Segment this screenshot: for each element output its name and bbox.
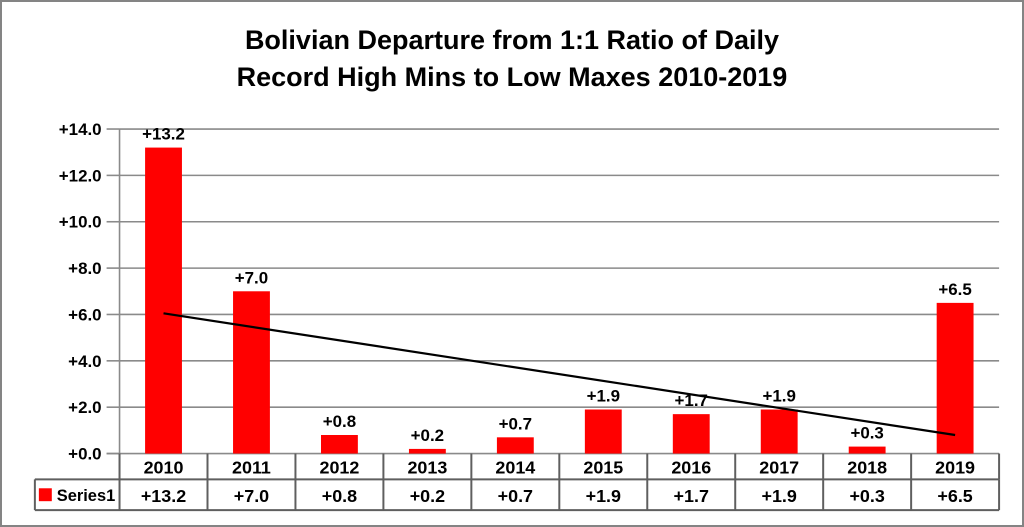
chart-title-line2: Record High Mins to Low Maxes 2010-2019 [236,62,788,92]
bar-label-2017: +1.9 [762,387,795,406]
bar-2011 [233,291,270,454]
bar-2016 [672,414,710,454]
bar-2017 [760,409,798,454]
bar-2014 [496,437,534,454]
bar-label-2015: +1.9 [587,387,620,406]
table-year-cell: 2016 [671,457,711,477]
table-value-cell: +0.7 [498,486,533,506]
y-tick-label: +8.0 [68,259,101,278]
table-value-cell: +1.7 [674,486,709,506]
y-tick-label: +2.0 [68,398,101,417]
chart-title-line1: Bolivian Departure from 1:1 Ratio of Dai… [244,25,780,55]
table-year-cell: 2014 [495,457,535,477]
table-year-cell: 2013 [407,457,447,477]
table-value-cell: +1.9 [762,486,797,506]
y-tick-label: +4.0 [68,352,101,371]
y-tick-label: +12.0 [59,166,102,185]
bar-label-2010: +13.2 [142,125,185,144]
table-year-cell: 2012 [320,457,360,477]
bar-2018 [848,446,886,454]
bar-label-2012: +0.8 [323,412,356,431]
bar-2015 [584,409,622,454]
bar-2019 [936,302,974,454]
table-year-cell: 2010 [144,457,184,477]
table-year-cell: 2018 [847,457,887,477]
table-value-cell: +7.0 [234,486,269,506]
y-tick-label: +6.0 [68,305,101,324]
bar-label-2014: +0.7 [499,414,532,433]
table-value-cell: +0.3 [849,486,884,506]
y-tick-label: +14.0 [59,120,102,139]
legend-label: Series1 [57,487,115,505]
bar-label-2011: +7.0 [235,268,268,287]
bar-2013 [408,448,446,454]
table-value-cell: +1.9 [586,486,621,506]
y-tick-label: +0.0 [68,445,101,464]
table-value-cell: +0.8 [322,486,357,506]
table-year-cell: 2011 [232,457,271,477]
table-value-cell: +13.2 [141,486,186,506]
trendline [163,312,956,437]
table-value-cell: +0.2 [410,486,445,506]
chart-title: Bolivian Departure from 1:1 Ratio of Dai… [2,22,1022,96]
table-value-cell: +6.5 [937,486,972,506]
legend-swatch-icon [38,488,52,502]
y-tick-label: +10.0 [59,213,102,232]
bar-label-2013: +0.2 [411,426,444,445]
bar-2012 [320,435,358,454]
table-year-cell: 2019 [935,457,975,477]
table-year-cell: 2015 [583,457,623,477]
table-year-cell: 2017 [759,457,799,477]
bar-label-2018: +0.3 [850,424,883,443]
bar-2010 [145,147,182,454]
bar-label-2019: +6.5 [938,280,971,299]
